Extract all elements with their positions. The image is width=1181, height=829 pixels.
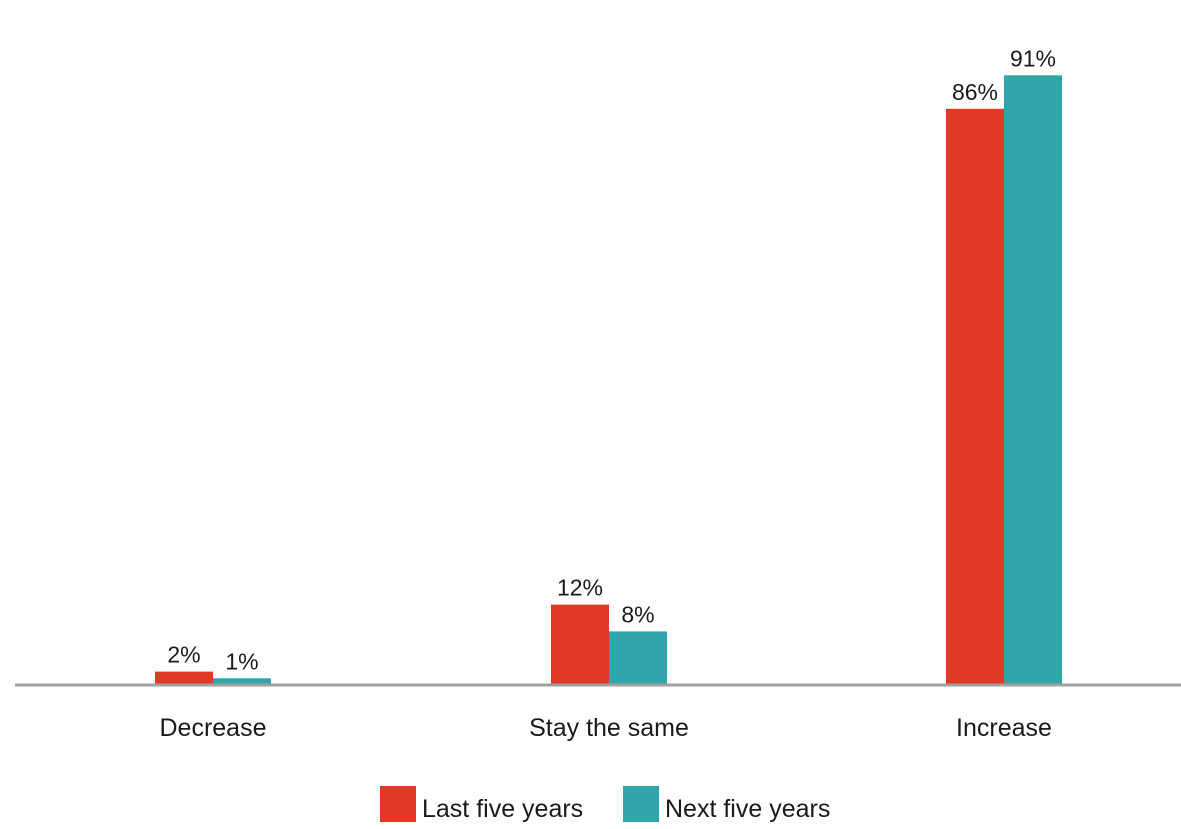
- bar-last-five-years-decrease: [155, 671, 213, 685]
- data-label-last-five-years-increase: 86%: [952, 79, 998, 105]
- category-label-decrease: Decrease: [160, 714, 267, 742]
- data-labels-layer: 2% 1% 12% 8% 86% 91%: [167, 45, 1056, 674]
- bars-layer: [155, 75, 1062, 686]
- bar-next-five-years-stay-the-same: [609, 631, 667, 685]
- legend-swatch-next-five-years: [623, 786, 659, 822]
- bar-next-five-years-increase: [1004, 75, 1062, 686]
- data-label-next-five-years-increase: 91%: [1010, 45, 1056, 71]
- data-label-next-five-years-decrease: 1%: [225, 648, 258, 674]
- category-labels-layer: Decrease Stay the same Increase: [160, 714, 1052, 742]
- data-label-next-five-years-stay-the-same: 8%: [621, 601, 654, 627]
- bar-next-five-years-decrease: [213, 678, 271, 685]
- bar-last-five-years-stay-the-same: [551, 604, 609, 685]
- category-label-stay-the-same: Stay the same: [529, 714, 689, 742]
- data-label-last-five-years-decrease: 2%: [167, 642, 200, 668]
- bar-last-five-years-increase: [946, 108, 1004, 686]
- legend: Last five years Next five years: [380, 786, 830, 823]
- data-label-last-five-years-stay-the-same: 12%: [557, 575, 603, 601]
- legend-label-next-five-years: Next five years: [665, 795, 830, 823]
- legend-swatch-last-five-years: [380, 786, 416, 822]
- legend-label-last-five-years: Last five years: [422, 795, 583, 823]
- category-label-increase: Increase: [956, 714, 1052, 742]
